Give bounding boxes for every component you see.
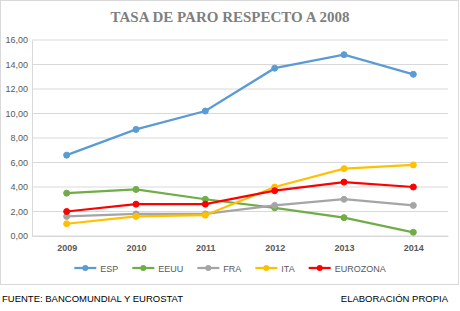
series-line [67,165,414,224]
x-axis-line [33,236,449,237]
series-marker [64,209,70,215]
series-marker [341,196,347,202]
series-marker [341,52,347,58]
series-marker [133,201,139,207]
legend-label: ESP [100,264,118,274]
x-tick: 2009 [57,236,77,253]
legend-label: FRA [223,264,241,274]
series-marker [341,215,347,221]
y-tick: 8,00 [10,133,32,143]
legend-item: EEUU [132,264,183,274]
x-tick-label: 2014 [404,243,424,253]
y-tick-label: 0,00 [10,231,28,241]
y-tick: 14,00 [5,60,32,70]
series-marker [64,190,70,196]
legend-item: ITA [255,264,294,274]
y-axis: 0,00 2,00 4,00 6,00 8,00 10,00 12,00 14,00 16,00 [5,35,32,241]
series-marker [202,212,208,218]
x-tick-label: 2009 [57,243,77,253]
series-marker [410,202,416,208]
series-marker [133,186,139,192]
grid-line [32,40,448,41]
y-tick: 0,00 [10,231,32,241]
series-marker [272,202,278,208]
series-marker [272,65,278,71]
y-tick-label: 4,00 [10,182,28,192]
legend-label: ITA [281,264,294,274]
legend: ESP EEUU FRA ITA EUROZONA [74,264,385,274]
series-marker [410,229,416,235]
legend-item: FRA [197,264,241,274]
y-tick: 16,00 [5,35,32,45]
legend-label: EEUU [158,264,183,274]
series-line [67,189,414,232]
x-tick: 2014 [404,236,424,253]
x-tick: 2011 [196,236,216,253]
grid-line [32,64,448,65]
y-tick-label: 12,00 [5,84,28,94]
grid-line [32,211,448,212]
series-marker [64,152,70,158]
title: TASA DE PARO RESPECTO A 2008 [111,9,350,25]
x-tick-label: 2010 [126,243,146,253]
x-tick-label: 2011 [196,243,216,253]
series-marker [410,71,416,77]
x-tick-label: 2012 [265,243,285,253]
annotation: FUENTE: BANCOMUNDIAL Y EUROSTAT [2,293,183,304]
x-tick-label: 2013 [334,243,354,253]
x-tick: 2012 [265,236,285,253]
series-marker [202,201,208,207]
series-marker [272,188,278,194]
y-tick-label: 2,00 [10,207,28,217]
y-tick-label: 8,00 [10,133,28,143]
y-tick-label: 14,00 [5,60,28,70]
y-tick-label: 16,00 [5,35,28,45]
x-tick: 2013 [334,236,354,253]
grid [32,40,448,236]
chart-frame [1,1,459,285]
series-marker [410,162,416,168]
x-axis: 2009 2010 2011 2012 2013 2014 [33,236,449,253]
grid-line [32,162,448,163]
y-tick-label: 10,00 [5,109,28,119]
series-marker [341,179,347,185]
grid-line [32,113,448,114]
legend-marker [82,265,88,271]
y-axis-line [32,41,33,237]
series-marker [133,126,139,132]
y-tick: 2,00 [10,207,32,217]
y-tick: 4,00 [10,182,32,192]
x-tick: 2010 [126,236,146,253]
legend-item: ESP [74,264,118,274]
annotation: ELABORACIÓN PROPIA [341,293,449,304]
legend-label: EUROZONA [335,264,386,274]
chart: TASA DE PARO RESPECTO A 2008 0,00 2,00 4,00… [0,0,460,311]
y-tick-label: 6,00 [10,158,28,168]
series-marker [341,166,347,172]
legend-marker [140,265,146,271]
series-marker [64,221,70,227]
series-marker [410,184,416,190]
grid-line [32,187,448,188]
legend-item: EUROZONA [309,264,386,274]
y-tick: 6,00 [10,158,32,168]
series-marker [133,213,139,219]
legend-marker [263,265,269,271]
series-marker [202,108,208,114]
series-line [67,55,414,155]
y-tick: 12,00 [5,84,32,94]
series-line [67,182,414,211]
legend-marker [205,265,211,271]
plot-area [64,52,417,236]
legend-marker [317,265,323,271]
y-tick: 10,00 [5,109,32,119]
grid-line [32,236,448,237]
grid-line [32,138,448,139]
